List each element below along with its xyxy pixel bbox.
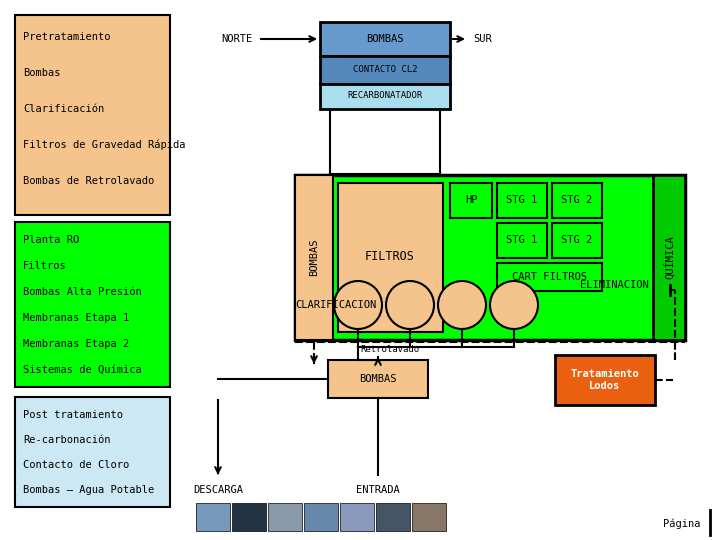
Bar: [320, 56, 450, 84]
Bar: [450, 183, 492, 218]
Text: Planta RO: Planta RO: [23, 235, 79, 245]
Bar: [304, 503, 338, 531]
Text: RECARBONATADOR: RECARBONATADOR: [347, 91, 423, 100]
Bar: [497, 263, 602, 291]
Text: CART FILTROS: CART FILTROS: [511, 272, 587, 282]
Bar: [497, 223, 547, 258]
Bar: [15, 15, 170, 215]
Bar: [268, 503, 302, 531]
Text: Contacto de Cloro: Contacto de Cloro: [23, 460, 130, 470]
Text: QUÍMICA: QUÍMICA: [663, 235, 675, 279]
Bar: [328, 360, 428, 398]
Text: HP: HP: [464, 195, 477, 205]
Text: BOMBAS: BOMBAS: [309, 238, 319, 276]
Text: Tratamiento
Lodos: Tratamiento Lodos: [571, 369, 639, 391]
Text: Filtros de Gravedad Rápida: Filtros de Gravedad Rápida: [23, 140, 186, 150]
Text: Pretratamiento: Pretratamiento: [23, 32, 110, 42]
Text: CONTACTO CL2: CONTACTO CL2: [353, 65, 418, 75]
Text: Bombas: Bombas: [23, 68, 60, 78]
Circle shape: [490, 281, 538, 329]
Text: FILTROS: FILTROS: [365, 251, 415, 264]
Text: Bombas – Agua Potable: Bombas – Agua Potable: [23, 485, 154, 495]
Bar: [552, 223, 602, 258]
Bar: [320, 84, 450, 109]
Bar: [376, 503, 410, 531]
Text: STG 1: STG 1: [506, 235, 538, 245]
Bar: [552, 183, 602, 218]
Text: CLARIFICACION: CLARIFICACION: [295, 300, 377, 310]
Text: STG 2: STG 2: [562, 195, 593, 205]
Bar: [295, 175, 685, 340]
Text: DESCARGA: DESCARGA: [193, 485, 243, 495]
Bar: [15, 397, 170, 507]
Text: Re-carbonación: Re-carbonación: [23, 435, 110, 445]
Bar: [412, 503, 446, 531]
Text: Bombas de Retrolavado: Bombas de Retrolavado: [23, 176, 154, 186]
Text: BOMBAS: BOMBAS: [359, 374, 397, 384]
Text: Página: Página: [663, 519, 701, 529]
Text: ENTRADA: ENTRADA: [356, 485, 400, 495]
Text: ELIMINACION: ELIMINACION: [580, 280, 649, 290]
Text: SUR: SUR: [473, 34, 492, 44]
Text: Retrolavado: Retrolavado: [361, 346, 420, 354]
Text: Membranas Etapa 2: Membranas Etapa 2: [23, 339, 130, 349]
Text: STG 2: STG 2: [562, 235, 593, 245]
Text: Sistemas de Química: Sistemas de Química: [23, 365, 142, 375]
Text: Bombas Alta Presión: Bombas Alta Presión: [23, 287, 142, 297]
Bar: [340, 503, 374, 531]
Bar: [295, 175, 333, 340]
Text: STG 1: STG 1: [506, 195, 538, 205]
Text: NORTE: NORTE: [222, 34, 253, 44]
Text: Filtros: Filtros: [23, 261, 67, 271]
Bar: [196, 503, 230, 531]
Bar: [232, 503, 266, 531]
Circle shape: [334, 281, 382, 329]
Bar: [15, 222, 170, 387]
Bar: [555, 355, 655, 405]
Bar: [497, 183, 547, 218]
Bar: [320, 22, 450, 56]
Text: BOMBAS: BOMBAS: [366, 34, 404, 44]
Text: Clarificación: Clarificación: [23, 104, 104, 114]
Circle shape: [386, 281, 434, 329]
Bar: [338, 183, 443, 332]
Circle shape: [438, 281, 486, 329]
Text: Membranas Etapa 1: Membranas Etapa 1: [23, 313, 130, 323]
Bar: [653, 175, 685, 340]
Text: Post tratamiento: Post tratamiento: [23, 410, 123, 420]
